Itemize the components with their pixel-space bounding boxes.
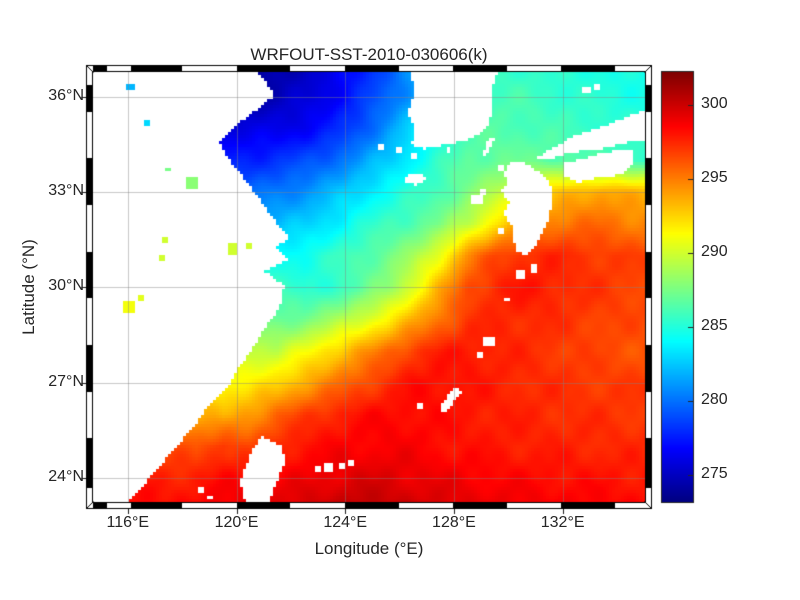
x-axis-label: Longitude (°E) <box>314 539 424 558</box>
colorbar-tick-label: 285 <box>701 317 728 335</box>
x-tick-label: 116°E <box>106 514 150 531</box>
colorbar-tick-label: 295 <box>701 168 728 186</box>
colorbar-tick-label: 300 <box>701 94 728 112</box>
x-tick-label: 120°E <box>214 514 259 531</box>
x-tick-label: 132°E <box>540 514 585 531</box>
y-tick-label: 36°N <box>48 86 84 104</box>
y-tick-label: 27°N <box>48 372 84 390</box>
y-tick-label: 33°N <box>48 182 84 200</box>
x-tick-label: 128°E <box>432 514 476 531</box>
colorbar-tick-label: 275 <box>701 465 728 483</box>
colorbar-tick-label: 290 <box>701 242 728 260</box>
plot-title: WRFOUT-SST-2010-030606(k) <box>250 45 488 64</box>
x-tick-label: 124°E <box>323 514 368 531</box>
colorbar-tick-label: 280 <box>701 391 728 409</box>
y-tick-label: 30°N <box>48 277 84 295</box>
y-tick-label: 24°N <box>48 468 84 486</box>
